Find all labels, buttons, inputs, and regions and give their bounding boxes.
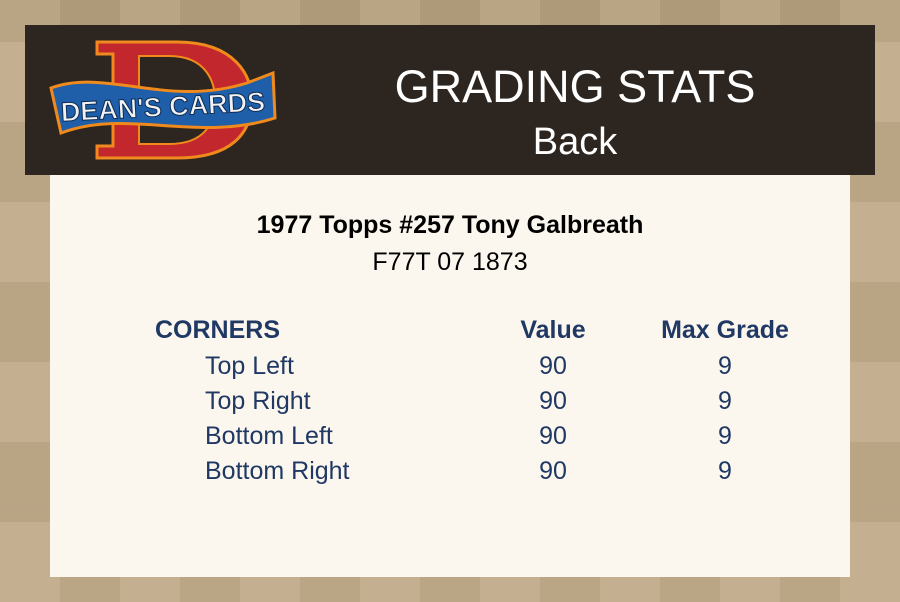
corner-label: Bottom Left xyxy=(205,422,333,450)
table-header: CORNERS Value Max Grade xyxy=(50,316,850,350)
corner-value: 90 xyxy=(539,352,567,380)
stats-panel: 1977 Topps #257 Tony Galbreath F77T 07 1… xyxy=(50,175,850,577)
corner-max-grade: 9 xyxy=(718,352,732,380)
section-label: CORNERS xyxy=(155,316,281,344)
column-max-grade-header: Max Grade xyxy=(661,316,789,344)
table-row: Bottom Right 90 9 xyxy=(50,457,850,491)
page-title: GRADING STATS xyxy=(394,61,756,112)
corner-value: 90 xyxy=(539,387,567,415)
table-row: Top Right 90 9 xyxy=(50,387,850,421)
card-name: 1977 Topps #257 Tony Galbreath xyxy=(256,211,644,239)
corner-max-grade: 9 xyxy=(718,457,732,485)
corner-max-grade: 9 xyxy=(718,422,732,450)
corner-max-grade: 9 xyxy=(718,387,732,415)
header-banner: DEAN'S CARDS GRADING STATS Back xyxy=(25,25,875,175)
table-row: Bottom Left 90 9 xyxy=(50,422,850,456)
column-value-header: Value xyxy=(520,316,586,344)
cert-number: F77T 07 1873 xyxy=(372,248,528,276)
corner-label: Top Right xyxy=(205,387,311,415)
corner-value: 90 xyxy=(539,422,567,450)
corner-label: Top Left xyxy=(205,352,294,380)
corner-value: 90 xyxy=(539,457,567,485)
deans-cards-logo: DEAN'S CARDS xyxy=(49,40,277,160)
table-row: Top Left 90 9 xyxy=(50,352,850,386)
corner-label: Bottom Right xyxy=(205,457,350,485)
page-subtitle: Back xyxy=(532,121,618,163)
